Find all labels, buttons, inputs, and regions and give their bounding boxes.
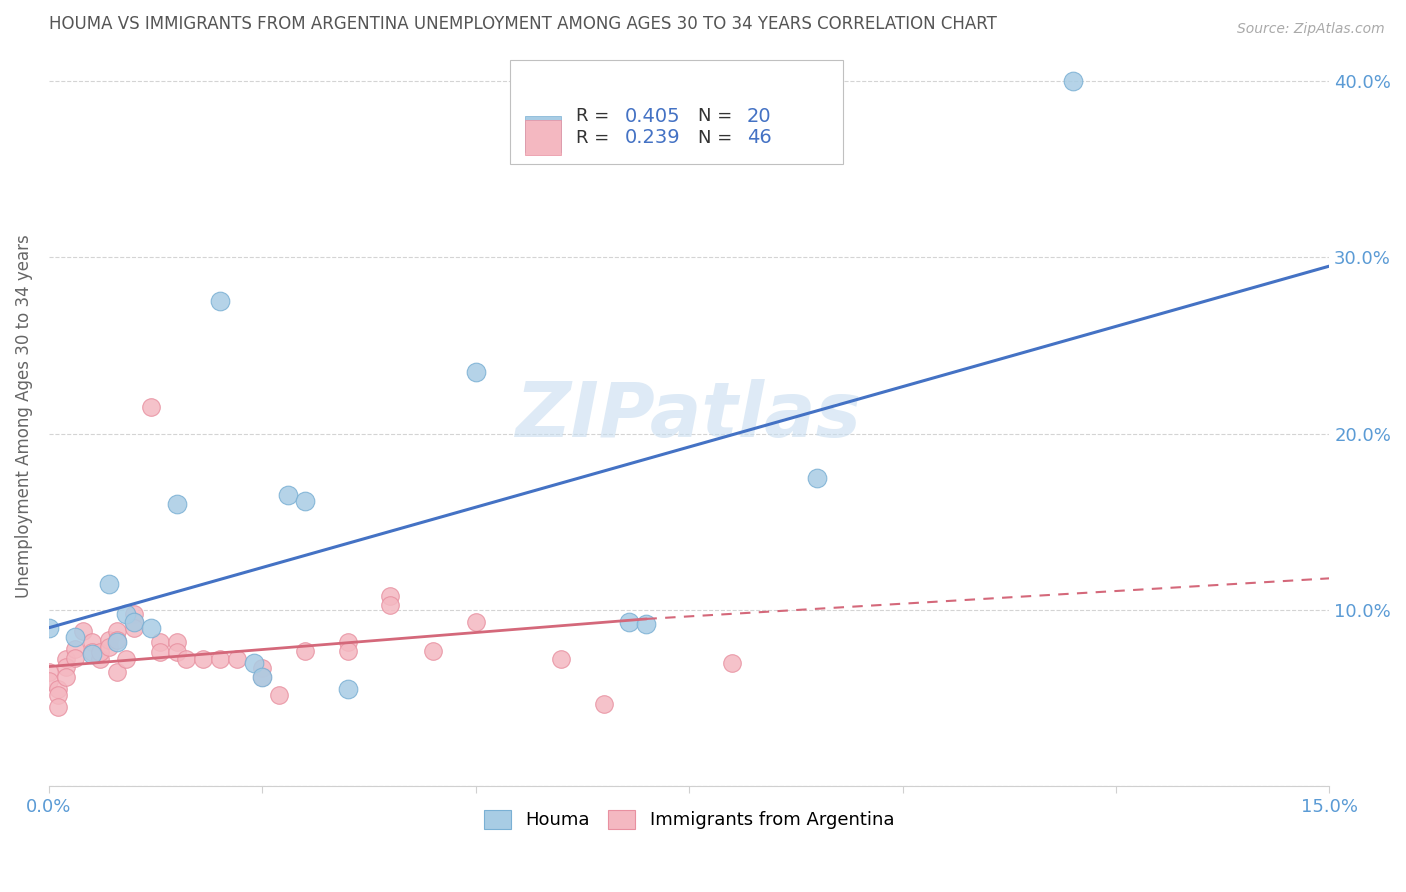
- Text: 0.405: 0.405: [626, 106, 681, 126]
- Text: 20: 20: [747, 106, 772, 126]
- Point: [55, 670, 77, 684]
- Point: [46, 688, 69, 702]
- Point: [166, 645, 188, 659]
- Point: [80, 647, 103, 661]
- Text: R =: R =: [576, 107, 616, 125]
- Point: [252, 661, 274, 675]
- Point: [422, 643, 444, 657]
- Text: Source: ZipAtlas.com: Source: ZipAtlas.com: [1237, 22, 1385, 37]
- Point: [636, 617, 658, 632]
- Point: [141, 621, 163, 635]
- Point: [124, 615, 146, 630]
- FancyBboxPatch shape: [510, 61, 842, 164]
- Point: [252, 670, 274, 684]
- Text: N =: N =: [699, 107, 738, 125]
- Point: [294, 643, 316, 657]
- Legend: Houma, Immigrants from Argentina: Houma, Immigrants from Argentina: [477, 803, 901, 837]
- Point: [38, 665, 60, 679]
- Point: [166, 635, 188, 649]
- Point: [252, 670, 274, 684]
- Point: [89, 645, 111, 659]
- Text: 0.239: 0.239: [626, 128, 681, 147]
- Point: [380, 589, 402, 603]
- Point: [464, 615, 486, 630]
- Point: [269, 688, 291, 702]
- Point: [80, 635, 103, 649]
- Point: [243, 656, 266, 670]
- Point: [380, 598, 402, 612]
- Point: [114, 607, 136, 621]
- Point: [336, 643, 359, 657]
- Point: [105, 665, 128, 679]
- Point: [105, 633, 128, 648]
- Point: [336, 635, 359, 649]
- Point: [63, 630, 86, 644]
- Bar: [526, 116, 561, 152]
- Point: [225, 652, 247, 666]
- Point: [114, 652, 136, 666]
- Point: [806, 471, 828, 485]
- Point: [166, 497, 188, 511]
- Point: [63, 650, 86, 665]
- Point: [149, 645, 172, 659]
- Point: [80, 645, 103, 659]
- Text: R =: R =: [576, 128, 616, 146]
- Point: [720, 656, 742, 670]
- Point: [174, 652, 197, 666]
- Point: [124, 621, 146, 635]
- Point: [97, 576, 120, 591]
- Point: [105, 624, 128, 639]
- Y-axis label: Unemployment Among Ages 30 to 34 years: Unemployment Among Ages 30 to 34 years: [15, 235, 32, 598]
- Point: [208, 294, 231, 309]
- Point: [38, 621, 60, 635]
- Point: [72, 624, 94, 639]
- Point: [124, 607, 146, 621]
- Point: [592, 697, 614, 711]
- Point: [277, 488, 299, 502]
- Point: [63, 641, 86, 656]
- Point: [97, 640, 120, 654]
- Point: [55, 652, 77, 666]
- Point: [191, 652, 214, 666]
- Point: [38, 673, 60, 688]
- Text: ZIPatlas: ZIPatlas: [516, 379, 862, 453]
- Point: [149, 635, 172, 649]
- Point: [336, 682, 359, 697]
- Point: [124, 615, 146, 630]
- Bar: [526, 120, 561, 155]
- Point: [550, 652, 572, 666]
- Text: N =: N =: [699, 128, 738, 146]
- Point: [1062, 74, 1084, 88]
- Point: [55, 659, 77, 673]
- Point: [105, 635, 128, 649]
- Point: [89, 652, 111, 666]
- Point: [97, 633, 120, 648]
- Point: [46, 700, 69, 714]
- Point: [141, 401, 163, 415]
- Point: [208, 652, 231, 666]
- Point: [46, 682, 69, 697]
- Point: [294, 493, 316, 508]
- Text: HOUMA VS IMMIGRANTS FROM ARGENTINA UNEMPLOYMENT AMONG AGES 30 TO 34 YEARS CORREL: HOUMA VS IMMIGRANTS FROM ARGENTINA UNEMP…: [49, 15, 997, 33]
- Point: [619, 615, 641, 630]
- Text: 46: 46: [747, 128, 772, 147]
- Point: [464, 365, 486, 379]
